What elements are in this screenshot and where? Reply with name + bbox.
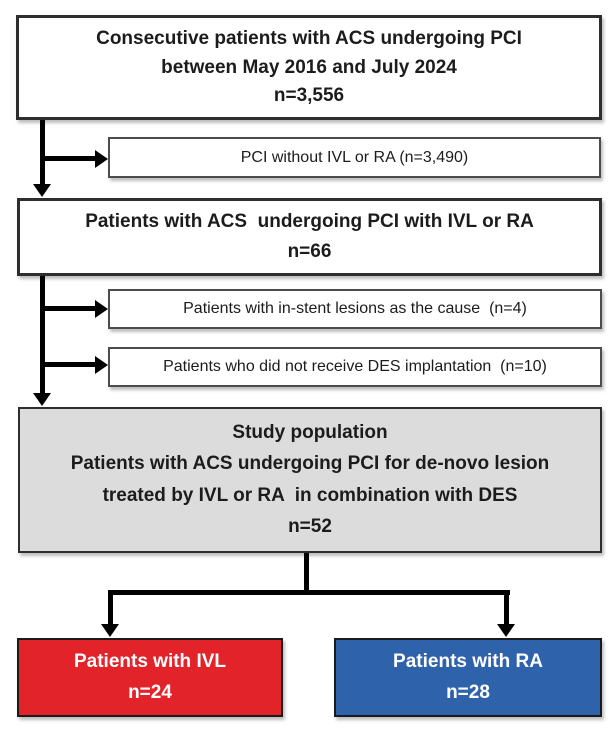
- arrow-down-to-ra-box: [497, 624, 515, 637]
- connector-branch-exclusion3: [40, 362, 95, 367]
- arrow-down-to-study-box: [33, 393, 51, 406]
- exclusion2-label: Patients with in-stent lesions as the ca…: [183, 300, 527, 317]
- ivl-group-count: n=24: [128, 681, 172, 703]
- enrollment-line-2: between May 2016 and July 2024: [161, 56, 457, 78]
- exclusion1-label: PCI without IVL or RA (n=3,490): [240, 148, 469, 166]
- ra-group-count: n=28: [446, 681, 490, 703]
- exclusion1-box: PCI without IVL or RA (n=3,490): [108, 137, 601, 178]
- study-population-line-3: treated by IVL or RA in combination with…: [102, 484, 518, 506]
- enrollment-line-1: Consecutive patients with ACS undergoing…: [96, 27, 522, 49]
- ivl-ra-population-line-1: Patients with ACS undergoing PCI with IV…: [85, 211, 534, 233]
- ivl-group-box: Patients with IVL n=24: [17, 638, 283, 717]
- ivl-ra-population-count: n=66: [287, 240, 332, 262]
- study-population-count: n=52: [288, 516, 332, 538]
- ra-group-label: Patients with RA: [393, 651, 543, 673]
- connector-mid-to-study-vertical: [40, 276, 45, 393]
- exclusion3-label: Patients who did not receive DES implant…: [163, 358, 547, 375]
- study-population-box: Study population Patients with ACS under…: [18, 407, 602, 553]
- connector-ra-drop: [504, 590, 509, 624]
- ra-group-box: Patients with RA n=28: [334, 638, 602, 717]
- arrow-down-to-mid-box: [33, 184, 51, 197]
- exclusion3-box: Patients who did not receive DES implant…: [108, 347, 602, 387]
- ivl-group-label: Patients with IVL: [73, 651, 227, 673]
- enrollment-box: Consecutive patients with ACS undergoing…: [16, 15, 602, 120]
- connector-split-horizontal: [108, 590, 510, 595]
- exclusion2-box: Patients with in-stent lesions as the ca…: [108, 289, 602, 329]
- connector-branch-exclusion2: [40, 306, 95, 311]
- study-population-line-2: Patients with ACS undergoing PCI for de-…: [70, 453, 550, 475]
- enrollment-count: n=3,556: [273, 85, 345, 107]
- connector-branch-exclusion1: [40, 156, 95, 161]
- arrow-right-to-exclusion2: [95, 300, 108, 318]
- arrow-right-to-exclusion1: [95, 150, 108, 168]
- study-population-title: Study population: [232, 421, 388, 443]
- connector-top-to-mid-vertical: [40, 120, 45, 184]
- arrow-down-to-ivl-box: [101, 624, 119, 637]
- connector-study-stem: [304, 553, 309, 595]
- ivl-ra-population-box: Patients with ACS undergoing PCI with IV…: [17, 198, 602, 276]
- connector-ivl-drop: [108, 590, 113, 624]
- arrow-right-to-exclusion3: [95, 356, 108, 374]
